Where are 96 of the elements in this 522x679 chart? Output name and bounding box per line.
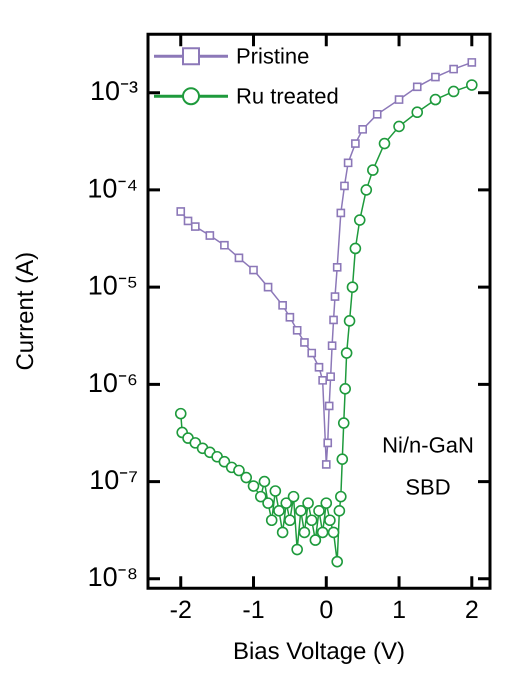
point <box>467 58 476 67</box>
point <box>322 460 331 469</box>
point <box>412 82 422 92</box>
point <box>298 526 310 538</box>
point <box>344 158 352 168</box>
point <box>254 490 267 502</box>
point <box>336 453 348 465</box>
point <box>320 497 332 509</box>
point <box>318 376 327 385</box>
point <box>338 417 350 429</box>
point <box>350 242 362 254</box>
point <box>334 505 346 517</box>
point <box>331 556 343 568</box>
point <box>346 281 358 293</box>
x-tick-label: -2 <box>170 596 192 624</box>
point <box>340 347 352 359</box>
point <box>190 222 200 231</box>
point <box>332 262 342 272</box>
x-tick-label: 0 <box>319 596 334 624</box>
point <box>449 64 458 74</box>
point <box>394 95 404 104</box>
point <box>218 456 230 468</box>
point <box>448 86 460 98</box>
point <box>280 497 292 509</box>
point <box>234 254 244 262</box>
point <box>339 383 351 395</box>
point <box>288 490 300 502</box>
legend-label: Pristine <box>236 43 310 68</box>
point <box>276 526 288 538</box>
x-tick-label: -1 <box>242 596 265 624</box>
point <box>367 164 379 176</box>
point <box>328 526 340 538</box>
point <box>344 315 356 327</box>
point <box>360 184 372 196</box>
point <box>310 534 322 546</box>
point <box>240 472 252 484</box>
y-tick-label: 10⁻⁸ <box>88 562 138 592</box>
point <box>328 341 336 350</box>
point <box>286 312 294 322</box>
point <box>184 216 192 226</box>
point <box>284 514 296 526</box>
point <box>313 505 325 517</box>
point <box>330 292 340 301</box>
point <box>335 490 347 502</box>
point <box>466 79 478 91</box>
point <box>291 544 303 556</box>
y-tick-label: 10⁻⁷ <box>89 465 138 496</box>
point <box>249 266 258 274</box>
point <box>220 240 229 250</box>
annotation: SBD <box>405 474 451 500</box>
y-tick-label: 10⁻⁴ <box>87 173 138 204</box>
annotation: Ni/n-GaN <box>382 432 474 458</box>
point <box>358 125 367 134</box>
point <box>262 497 274 509</box>
point <box>174 408 187 420</box>
point <box>300 338 309 347</box>
point <box>295 505 307 517</box>
point <box>340 182 349 190</box>
point <box>378 138 390 150</box>
point <box>278 301 287 310</box>
point <box>326 372 335 381</box>
point <box>266 514 278 526</box>
legend-label: Ru treated <box>236 83 339 108</box>
y-axis-title: Current (A) <box>12 252 40 371</box>
point <box>233 464 245 476</box>
point <box>206 231 214 240</box>
point <box>270 485 282 497</box>
point <box>393 120 405 132</box>
point <box>302 497 314 509</box>
point <box>248 480 260 492</box>
point <box>176 207 186 216</box>
point <box>336 208 346 218</box>
point <box>324 514 336 526</box>
point <box>306 514 318 526</box>
point <box>329 316 338 324</box>
point <box>372 110 382 119</box>
x-tick-label: 1 <box>392 596 406 624</box>
point <box>292 326 302 335</box>
point <box>354 214 366 226</box>
point <box>258 476 270 488</box>
y-tick-label: 10⁻⁵ <box>88 270 138 301</box>
point <box>273 505 285 517</box>
point <box>351 139 360 148</box>
point <box>430 94 442 106</box>
point <box>264 282 272 292</box>
y-tick-label: 10⁻³ <box>90 76 138 106</box>
x-axis-title: Bias Voltage (V) <box>232 638 406 666</box>
point <box>324 402 334 410</box>
y-tick-label: 10⁻⁶ <box>88 368 138 398</box>
point <box>307 348 316 358</box>
point <box>411 106 424 118</box>
x-tick-label: 2 <box>464 596 479 624</box>
point <box>314 362 324 372</box>
point <box>316 526 328 538</box>
point <box>323 438 332 448</box>
point <box>431 72 440 82</box>
